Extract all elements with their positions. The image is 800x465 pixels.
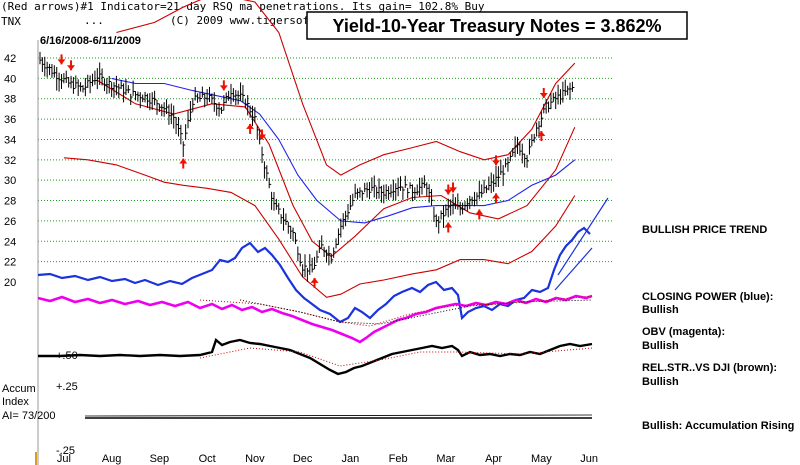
label-bullish-trend: BULLISH PRICE TREND <box>642 224 767 236</box>
relstr-line <box>38 337 593 376</box>
y-tick-label: 40 <box>4 73 16 85</box>
y-tick-label: 34 <box>4 134 16 146</box>
y-tick-label: 26 <box>4 216 16 228</box>
accum-tick-plus50: +.50 <box>56 350 78 362</box>
y-tick-label: 42 <box>4 53 16 65</box>
y-tick-label: 36 <box>4 114 16 126</box>
red-arrow-up-head <box>492 193 501 199</box>
x-tick-label: Dec <box>293 453 313 465</box>
y-tick-labels: 42 40 38 36 34 32 30 28 26 24 22 20 <box>4 53 16 289</box>
label-relstr-status: Bullish <box>642 376 679 388</box>
y-tick-label: 38 <box>4 94 16 106</box>
x-tick-label: Jul <box>57 453 71 465</box>
relstr-ma <box>199 347 593 367</box>
title-box <box>306 11 688 40</box>
red-arrow-down-head <box>258 134 267 140</box>
label-obv: OBV (magenta): <box>642 326 725 338</box>
accum-line <box>84 414 593 417</box>
bullish-trend-line <box>557 197 609 276</box>
indicator-text: (Red arrows)#1 Indicator=21-day RSQ ma p… <box>1 0 485 13</box>
y-tick-label: 24 <box>4 236 16 248</box>
label-relstr: REL.STR..VS DJI (brown): <box>642 362 777 374</box>
red-arrow-up-head <box>537 131 546 137</box>
red-arrow-down-head <box>444 189 453 195</box>
series-upper-band <box>116 0 576 176</box>
x-tick-label: Apr <box>485 453 502 465</box>
obv-line <box>37 294 593 344</box>
series-middle-band <box>97 79 576 258</box>
obv-ma-black <box>239 299 593 325</box>
x-tick-label: Nov <box>245 453 265 465</box>
label-accum-rising: Bullish: Accumulation Rising <box>642 420 794 432</box>
date-range: 6/16/2008-6/11/2009 <box>40 35 141 47</box>
price-bars-layer <box>39 51 575 282</box>
x-tick-label: Jun <box>580 453 598 465</box>
x-tick-label: Mar <box>436 453 455 465</box>
copyright-text: (C) 2009 www.tigersoft.com <box>170 14 343 27</box>
series-lower-band <box>63 157 576 298</box>
red-arrow-up-head <box>475 209 484 215</box>
red-arrow-down-head <box>492 160 501 166</box>
accum-title-1: Accum <box>2 383 36 395</box>
red-arrow-up-head <box>246 123 255 129</box>
red-arrow-down-head <box>57 59 66 65</box>
relstr-panel <box>38 337 593 376</box>
red-arrow-down-head <box>449 187 458 193</box>
red-arrow-down-head <box>67 65 76 71</box>
closing-power-trend <box>554 247 593 291</box>
obv-panel <box>37 294 593 344</box>
label-closing-power-status: Bullish <box>642 304 679 316</box>
red-arrow-up-head <box>444 222 453 228</box>
red-arrow-up-head <box>179 158 188 164</box>
accum-panel <box>84 414 593 419</box>
y-tick-label: 30 <box>4 175 16 187</box>
x-tick-labels: Jul Aug Sep Oct Nov Dec Jan Feb Mar Apr May Jun <box>57 453 598 465</box>
arrow-layer <box>57 54 548 288</box>
accum-ai-value: AI= 73/200 <box>2 410 56 422</box>
red-arrow-down-head <box>539 92 548 98</box>
series-moving-average <box>111 77 576 224</box>
label-obv-status: Bullish <box>642 340 679 352</box>
red-arrow-down-head <box>219 85 228 91</box>
ellipsis-text: ... <box>84 14 104 27</box>
y-tick-label: 28 <box>4 196 16 208</box>
y-tick-label: 20 <box>4 277 16 289</box>
y-tick-label: 32 <box>4 155 16 167</box>
red-arrow-up-head <box>310 277 319 283</box>
chart-title: Yield-10-Year Treasury Notes = 3.862% <box>332 16 661 36</box>
ticker-label: TNX <box>1 15 21 28</box>
x-tick-label: Jan <box>342 453 360 465</box>
label-closing-power: CLOSING POWER (blue): <box>642 291 773 303</box>
x-tick-label: May <box>531 453 552 465</box>
y-tick-label: 22 <box>4 257 16 269</box>
x-tick-label: Aug <box>102 453 122 465</box>
x-tick-label: Oct <box>199 453 216 465</box>
accum-title-2: Index <box>2 396 29 408</box>
obv-ma <box>199 295 593 327</box>
x-tick-label: Feb <box>389 453 408 465</box>
accum-tick-plus25: +.25 <box>56 381 78 393</box>
x-tick-label: Sep <box>150 453 170 465</box>
accum-tick-minus25: -.25 <box>56 445 75 457</box>
